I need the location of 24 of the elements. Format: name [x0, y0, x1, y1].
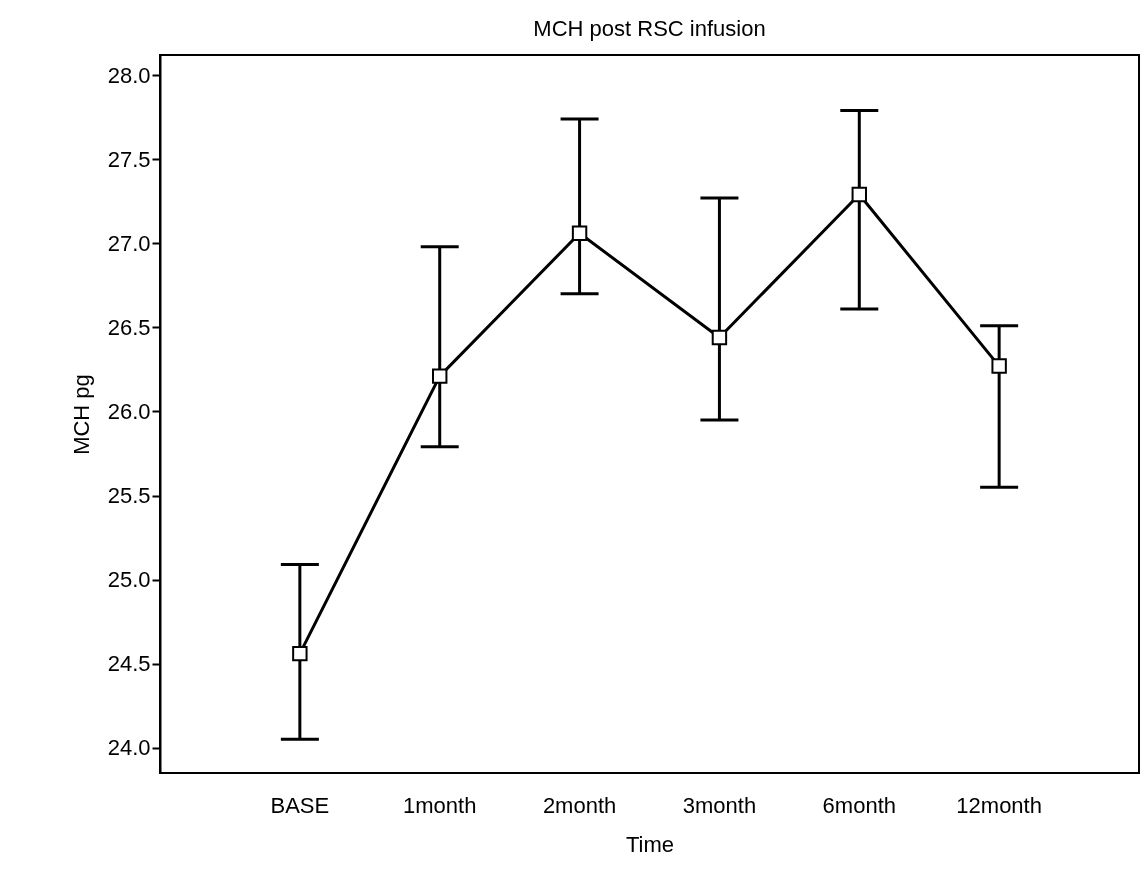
y-tick-label: 24.0	[107, 735, 151, 761]
x-tick-label: 2month	[542, 792, 617, 818]
y-tick-label: 25.5	[107, 483, 151, 509]
x-tick-label: 12month	[956, 792, 1042, 818]
point	[991, 358, 1007, 374]
y-tick-label: 25.0	[107, 567, 151, 593]
x-tick-label: 6month	[822, 792, 896, 818]
y-tick-label: 27.0	[107, 230, 151, 256]
y-tick-label: 27.5	[107, 146, 151, 172]
x-tick-label: 1month	[403, 792, 477, 818]
point	[711, 329, 728, 346]
y-tick-label: 24.5	[107, 651, 151, 677]
x-tick-label: 3month	[682, 792, 757, 818]
point	[432, 368, 448, 384]
y-tick-label: 26.0	[107, 398, 151, 424]
y-axis-title: MCH pg	[68, 374, 94, 455]
point	[292, 645, 308, 662]
x-tick-label: BASE	[270, 792, 330, 818]
point	[571, 225, 588, 241]
x-axis-title: Time	[625, 831, 675, 857]
chart-title: MCH post RSC infusion	[533, 16, 766, 41]
point	[851, 186, 867, 203]
y-tick-label: 28.0	[107, 62, 151, 88]
y-tick-label: 26.5	[107, 314, 151, 340]
